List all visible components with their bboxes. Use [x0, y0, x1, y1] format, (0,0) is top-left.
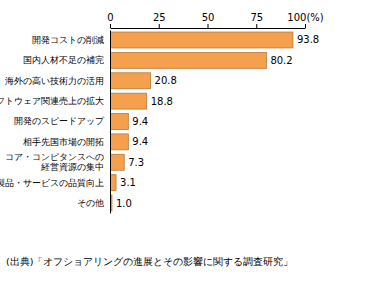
- x-tick-label: 75: [250, 12, 263, 23]
- chart-container: 0 25 50 75 100(%) 開発コストの削減国内人材不足の補完海外の高い技術力の活…: [0, 0, 368, 293]
- y-tick-label: その他: [77, 198, 104, 208]
- x-tick: 25: [153, 12, 166, 28]
- x-tick-label: 100(%): [287, 12, 323, 23]
- y-tick-label: 開発のスピードアップ: [14, 116, 105, 126]
- y-tick: ソフトウェア関連売上の拡大: [0, 96, 110, 106]
- data-label: 3.1: [120, 177, 136, 188]
- x-axis-line: [111, 28, 306, 29]
- x-tick: 75: [250, 12, 263, 28]
- data-label: 20.8: [155, 75, 177, 86]
- x-tick-mark: [256, 24, 257, 28]
- data-label: 7.3: [128, 157, 144, 168]
- y-tick: 海外の高い技術力の活用: [5, 76, 110, 86]
- y-tick-label: 開発コストの削減: [32, 35, 104, 45]
- source-note: (出典)「オフショアリングの進展とその影響に関する調査研究」: [6, 256, 293, 267]
- y-tick-label: 国内人材不足の補完: [23, 55, 104, 65]
- y-axis: 開発コストの削減国内人材不足の補完海外の高い技術力の活用ソフトウェア関連売上の拡…: [0, 31, 111, 214]
- bar: [110, 32, 293, 48]
- x-tick-mark: [159, 24, 160, 28]
- x-tick-label: 25: [153, 12, 166, 23]
- bar: [110, 134, 128, 150]
- y-tick-label: 海外の高い技術力の活用: [5, 76, 104, 86]
- y-tick-label: 相手先国市場の開拓: [23, 137, 104, 147]
- bar: [110, 52, 266, 68]
- y-axis-line: [110, 31, 111, 214]
- x-tick-mark: [305, 24, 306, 28]
- y-tick: 相手先国市場の開拓: [23, 137, 110, 147]
- y-tick: 国内人材不足の補完: [23, 55, 110, 65]
- y-tick: 開発のスピードアップ: [14, 116, 110, 126]
- bar: [110, 93, 147, 109]
- y-tick-label: コア・コンピタンスへの経営資源の集中: [5, 152, 104, 172]
- y-tick: 製品・サービスの品質向上: [0, 178, 110, 188]
- y-tick: その他: [77, 198, 110, 208]
- y-tick: 開発コストの削減: [32, 35, 110, 45]
- x-tick-mark: [110, 24, 111, 28]
- bar: [110, 73, 151, 89]
- data-label: 1.0: [116, 198, 132, 209]
- bar: [110, 154, 124, 170]
- x-tick-label: 0: [107, 12, 113, 23]
- chart-svg: 0 25 50 75 100(%) 開発コストの削減国内人材不足の補完海外の高い技術力の活…: [0, 0, 368, 293]
- x-tick: 0: [107, 12, 113, 28]
- x-tick-label: 50: [202, 12, 215, 23]
- bar: [110, 114, 128, 130]
- x-tick: 50: [202, 12, 215, 28]
- data-labels: 93.880.220.818.89.49.47.33.11.0: [116, 34, 319, 208]
- x-tick-mark: [208, 24, 209, 28]
- y-tick-label: ソフトウェア関連売上の拡大: [0, 96, 104, 106]
- data-label: 9.4: [132, 136, 148, 147]
- x-tick: 100(%): [287, 12, 323, 28]
- y-tick-label: 製品・サービスの品質向上: [0, 178, 104, 188]
- bars: [110, 32, 293, 211]
- data-label: 93.8: [297, 34, 319, 45]
- y-tick: コア・コンピタンスへの経営資源の集中: [5, 152, 110, 172]
- x-axis: 0 25 50 75 100(%): [107, 12, 323, 29]
- data-label: 18.8: [151, 96, 173, 107]
- data-label: 80.2: [270, 55, 292, 66]
- data-label: 9.4: [132, 116, 148, 127]
